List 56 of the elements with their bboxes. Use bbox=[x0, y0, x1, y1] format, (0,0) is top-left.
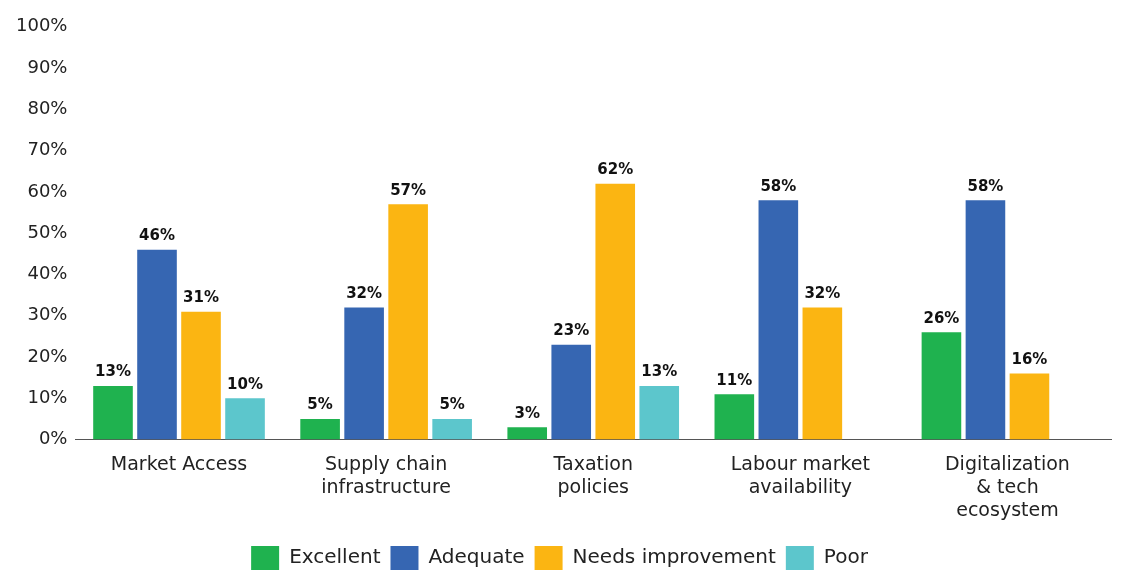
data-label: 3% bbox=[514, 403, 540, 422]
data-label: 58% bbox=[967, 176, 1004, 195]
bar bbox=[758, 200, 799, 440]
bar bbox=[921, 332, 962, 440]
y-tick-label: 90% bbox=[27, 55, 68, 77]
data-label: 13% bbox=[95, 362, 131, 381]
legend-label: Adequate bbox=[428, 544, 525, 569]
data-label: 13% bbox=[641, 362, 678, 381]
bar bbox=[300, 418, 340, 440]
data-label: 10% bbox=[227, 374, 263, 393]
data-label: 11% bbox=[716, 370, 753, 389]
y-tick-label: 30% bbox=[27, 303, 68, 325]
x-tick-label: Market Access bbox=[110, 451, 248, 474]
data-label: 57% bbox=[390, 180, 427, 199]
data-label: 32% bbox=[346, 283, 383, 302]
bar bbox=[344, 307, 384, 440]
data-label: 32% bbox=[804, 283, 841, 302]
bar bbox=[965, 200, 1006, 440]
data-label: 62% bbox=[597, 160, 634, 179]
y-tick-label: 20% bbox=[27, 344, 68, 366]
y-tick-label: 70% bbox=[27, 138, 68, 160]
bar bbox=[507, 427, 548, 440]
bar bbox=[432, 418, 472, 440]
data-label: 5% bbox=[439, 395, 465, 414]
data-label: 46% bbox=[139, 226, 175, 245]
bar bbox=[595, 183, 636, 440]
data-label: 16% bbox=[1011, 349, 1048, 368]
bar bbox=[225, 398, 265, 440]
data-label: 23% bbox=[553, 321, 590, 340]
x-tick-label: Labour market availability bbox=[730, 451, 870, 497]
y-tick-label: 60% bbox=[27, 179, 68, 201]
data-label: 26% bbox=[923, 308, 960, 327]
x-tick-label: Supply chain infrastructure bbox=[321, 451, 451, 497]
y-tick-label: 10% bbox=[27, 385, 68, 407]
x-tick-label: Digitalization & tech ecosystem bbox=[944, 451, 1070, 520]
bar bbox=[137, 249, 177, 440]
data-label: 31% bbox=[183, 288, 219, 307]
bar bbox=[551, 344, 592, 440]
bar bbox=[639, 385, 680, 440]
bar bbox=[181, 311, 221, 440]
y-tick-label: 80% bbox=[27, 97, 68, 119]
legend-label: Poor bbox=[823, 544, 869, 569]
bar bbox=[93, 385, 133, 440]
data-label: 5% bbox=[307, 395, 333, 414]
x-tick-label: Taxation policies bbox=[552, 451, 633, 497]
bar bbox=[802, 307, 843, 440]
legend-label: Excellent bbox=[289, 544, 381, 569]
bar bbox=[714, 394, 755, 440]
data-label: 58% bbox=[760, 176, 797, 195]
legend-label: Needs improvement bbox=[572, 544, 776, 569]
y-tick-label: 0% bbox=[38, 427, 68, 449]
y-tick-label: 100% bbox=[15, 14, 68, 36]
y-tick-label: 50% bbox=[27, 220, 68, 242]
y-tick-label: 40% bbox=[27, 262, 68, 284]
bar bbox=[1009, 373, 1050, 440]
bar bbox=[388, 204, 428, 440]
